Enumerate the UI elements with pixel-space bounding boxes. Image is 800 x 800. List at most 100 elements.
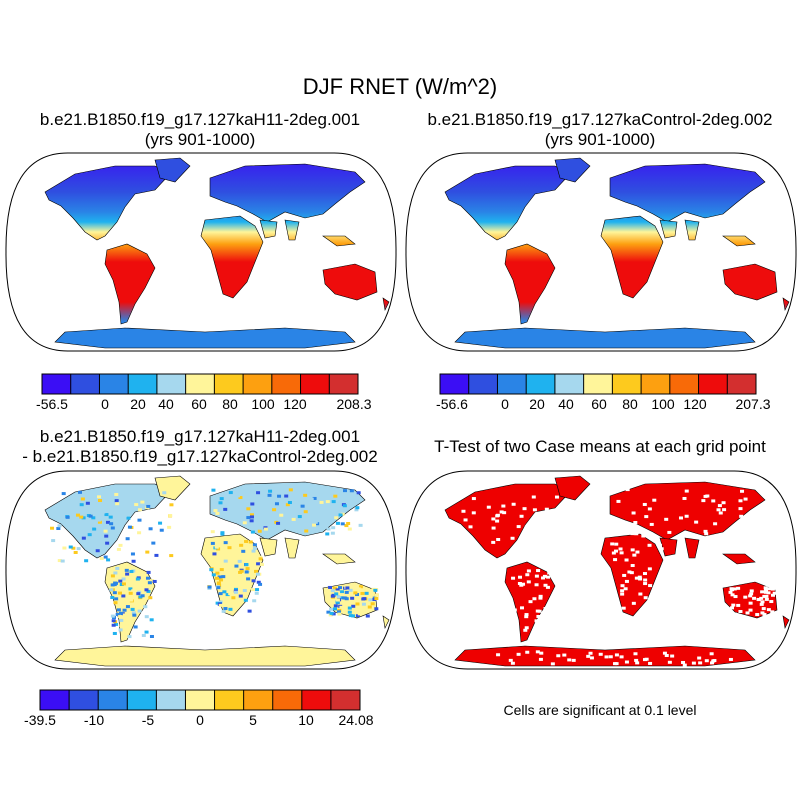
non-significant-cell: [648, 595, 653, 599]
non-significant-cell: [763, 590, 768, 594]
panel-title-case1-line1: b.e21.B1850.f19_g17.127kaH11-2deg.001: [39, 110, 361, 129]
grid-cell: [106, 558, 111, 562]
non-significant-cell: [471, 511, 476, 515]
colorbar-case1: [41, 373, 359, 395]
non-significant-cell: [461, 509, 466, 513]
non-significant-cell: [712, 659, 717, 663]
grid-cell: [215, 601, 220, 605]
colorbar-swatch: [583, 374, 613, 394]
grid-cell: [339, 593, 344, 597]
non-significant-cell: [721, 501, 726, 505]
continent-newZealand: [382, 615, 390, 629]
grid-cell: [213, 509, 218, 513]
grid-cell: [325, 532, 330, 536]
grid-cell: [68, 545, 73, 549]
non-significant-cell: [642, 572, 647, 576]
grid-cell: [220, 532, 225, 536]
grid-cell: [149, 618, 154, 622]
colorbar-swatch: [272, 690, 303, 710]
non-significant-cell: [620, 589, 625, 593]
non-significant-cell: [667, 660, 672, 664]
non-significant-cell: [736, 603, 741, 607]
grid-cell: [104, 534, 109, 538]
grid-cell: [309, 497, 314, 501]
non-significant-cell: [554, 495, 559, 499]
grid-cell: [116, 608, 121, 612]
grid-cell: [247, 609, 252, 613]
non-significant-cell: [748, 608, 753, 612]
non-significant-cell: [648, 661, 653, 665]
non-significant-cell: [701, 499, 706, 503]
non-significant-cell: [586, 654, 591, 658]
colorbar-swatch: [497, 374, 527, 394]
non-significant-cell: [491, 526, 496, 530]
non-significant-cell: [495, 514, 500, 518]
grid-cell: [330, 531, 335, 535]
grid-cell: [257, 529, 262, 533]
grid-cell: [91, 516, 96, 520]
grid-cell: [219, 578, 224, 582]
grid-cell: [248, 540, 253, 544]
grid-cell: [348, 588, 353, 592]
non-significant-cell: [759, 602, 764, 606]
colorbar-swatch: [301, 690, 332, 710]
colorbar-tick-label: 208.3: [336, 396, 372, 412]
grid-cell: [249, 513, 254, 517]
grid-cell: [312, 523, 317, 527]
non-significant-cell: [618, 547, 623, 551]
colorbar-difference: [39, 689, 361, 711]
non-significant-cell: [534, 583, 539, 587]
colorbar-swatch: [330, 690, 361, 710]
grid-cell: [242, 589, 247, 593]
grid-cell: [355, 602, 360, 606]
non-significant-cell: [634, 532, 639, 536]
grid-cell: [291, 517, 296, 521]
panel-title-difference: b.e21.B1850.f19_g17.127kaH11-2deg.001 - …: [0, 427, 400, 467]
grid-cell: [108, 515, 113, 519]
map-case2: [405, 152, 797, 352]
grid-cell: [337, 494, 342, 498]
non-significant-cell: [627, 570, 632, 574]
map-difference: [5, 470, 397, 670]
non-significant-cell: [545, 605, 550, 609]
continent-africa: [200, 215, 264, 299]
grid-cell: [297, 515, 302, 519]
grid-cell: [216, 547, 221, 551]
grid-cell: [136, 592, 141, 596]
colorbar-swatch: [329, 374, 359, 394]
grid-cell: [360, 591, 365, 595]
colorbar-swatch: [42, 374, 72, 394]
non-significant-cell: [562, 653, 567, 657]
grid-cell: [356, 587, 361, 591]
non-significant-cell: [659, 571, 664, 575]
non-significant-cell: [588, 651, 593, 655]
non-significant-cell: [535, 526, 540, 530]
grid-cell: [110, 526, 115, 530]
grid-cell: [84, 559, 89, 563]
non-significant-cell: [631, 601, 636, 605]
panel-title-case1: b.e21.B1850.f19_g17.127kaH11-2deg.001 (y…: [0, 110, 400, 150]
grid-cell: [330, 594, 335, 598]
colorbar-tick-label: 5: [249, 712, 257, 728]
continent-greenland: [554, 475, 591, 501]
non-significant-cell: [664, 517, 669, 521]
non-significant-cell: [525, 529, 530, 533]
non-significant-cell: [625, 488, 630, 492]
non-significant-cell: [728, 590, 733, 594]
colorbar-tick-label: 80: [222, 396, 238, 412]
non-significant-cell: [728, 657, 733, 661]
grid-cell: [277, 494, 282, 498]
colorbar-swatch: [641, 374, 671, 394]
non-significant-cell: [528, 552, 533, 556]
grid-cell: [137, 531, 142, 535]
non-significant-cell: [471, 497, 476, 501]
non-significant-cell: [491, 517, 496, 521]
non-significant-cell: [642, 502, 647, 506]
non-significant-cell: [556, 544, 561, 548]
non-significant-cell: [682, 496, 687, 500]
grid-cell: [62, 546, 67, 550]
non-significant-cell: [547, 571, 552, 575]
grid-cell: [348, 614, 353, 618]
non-significant-cell: [532, 508, 537, 512]
non-significant-cell: [681, 660, 686, 664]
